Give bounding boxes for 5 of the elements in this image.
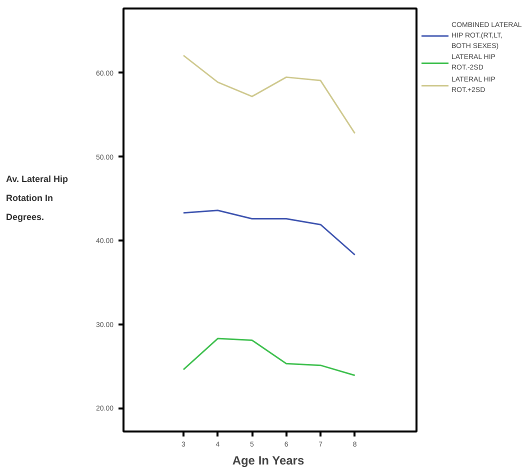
- y-axis-title: Av. Lateral Hip Rotation In Degrees.: [6, 173, 68, 224]
- line-series: [182, 54, 356, 134]
- line-series: [182, 338, 356, 376]
- line-series: [182, 210, 356, 256]
- x-axis-title: Age In Years: [232, 454, 304, 468]
